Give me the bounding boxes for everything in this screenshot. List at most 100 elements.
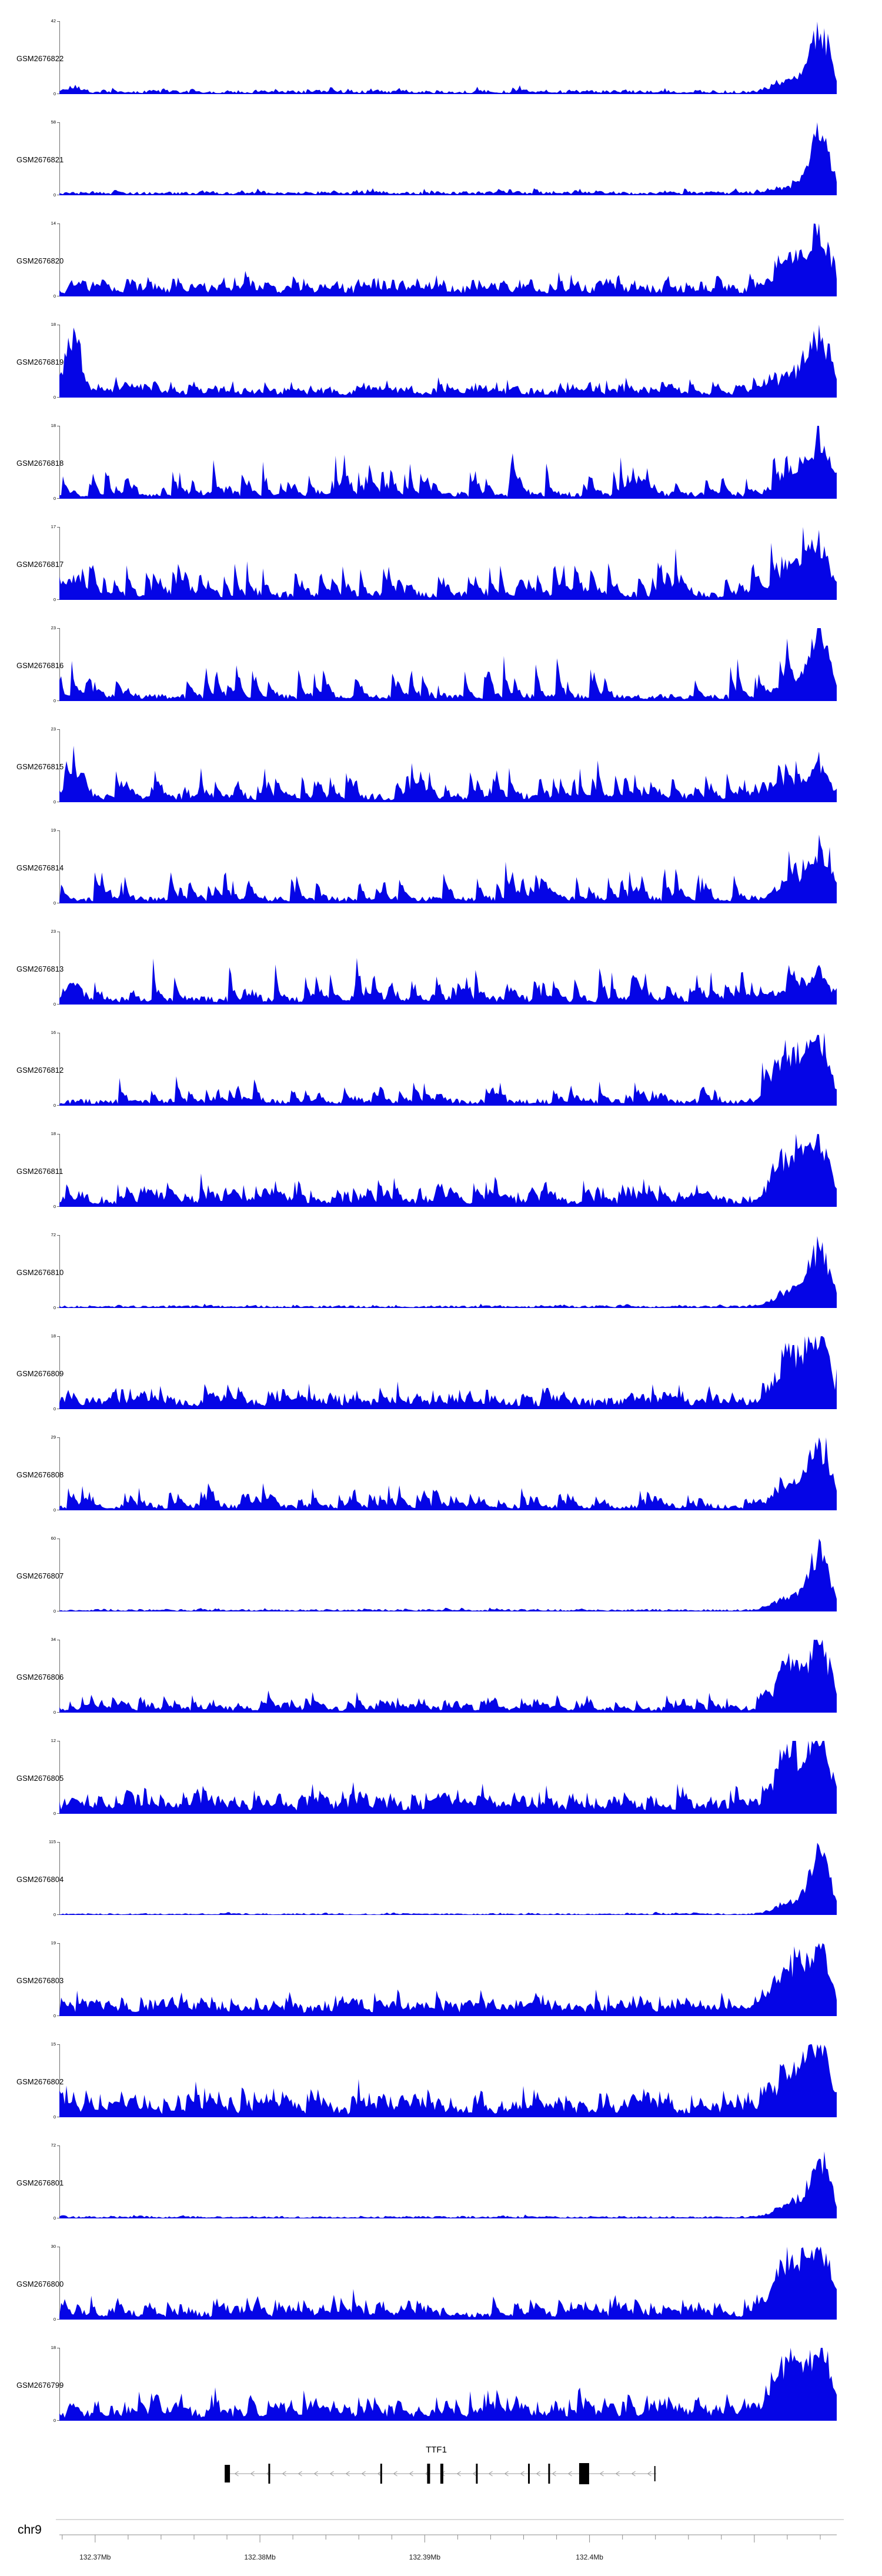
genomic-coordinate-ruler: 132.37Mb 132.38Mb 132.39Mb 132.4Mb — [56, 2519, 844, 2561]
track-zero-label: 0 — [53, 1507, 56, 1513]
track-id-label: GSM2676809 — [16, 1369, 64, 1378]
track-row: 58 0 GSM2676821 — [0, 118, 882, 219]
track-id-label: GSM2676799 — [16, 2381, 64, 2390]
track-y-axis — [57, 830, 60, 903]
track-zero-label: 0 — [53, 1002, 56, 1007]
track-row: 23 0 GSM2676815 — [0, 725, 882, 826]
track-row: 15 0 GSM2676802 — [0, 2040, 882, 2141]
coverage-signal-area — [59, 325, 837, 398]
track-ymax-label: 34 — [51, 1637, 56, 1642]
signal-plot — [57, 1033, 837, 1106]
track-zero-label: 0 — [53, 1710, 56, 1715]
track-ymax-label: 72 — [51, 1232, 56, 1237]
signal-plot — [57, 628, 837, 701]
coverage-signal-area — [59, 1336, 837, 1409]
signal-plot — [57, 1539, 837, 1611]
track-y-axis — [57, 2348, 60, 2421]
signal-plot — [57, 1336, 837, 1409]
track-id-label: GSM2676808 — [16, 1470, 64, 1479]
coverage-signal-area — [59, 1437, 837, 1510]
track-y-axis — [57, 1741, 60, 1814]
track-row: 29 0 GSM2676808 — [0, 1433, 882, 1534]
track-zero-label: 0 — [53, 698, 56, 703]
coverage-signal-area — [59, 2247, 837, 2320]
track-row: 18 0 GSM2676811 — [0, 1129, 882, 1230]
signal-plot — [57, 122, 837, 195]
track-row: 72 0 GSM2676801 — [0, 2141, 882, 2242]
exon-box — [427, 2464, 430, 2484]
ruler-tick-label: 132.37Mb — [79, 2553, 111, 2561]
track-zero-label: 0 — [53, 293, 56, 299]
track-row: 23 0 GSM2676813 — [0, 927, 882, 1028]
track-y-axis — [57, 1943, 60, 2016]
track-zero-label: 0 — [53, 395, 56, 400]
track-id-label: GSM2676812 — [16, 1066, 64, 1075]
track-zero-label: 0 — [53, 1204, 56, 1209]
track-id-label: GSM2676814 — [16, 863, 64, 872]
exon-box — [548, 2464, 550, 2484]
track-id-label: GSM2676805 — [16, 1774, 64, 1783]
track-ymax-label: 42 — [51, 18, 56, 24]
track-ymax-label: 23 — [51, 625, 56, 630]
track-zero-label: 0 — [53, 2013, 56, 2018]
exon-box — [654, 2466, 656, 2481]
track-row: 30 0 GSM2676800 — [0, 2242, 882, 2343]
exon-box — [380, 2464, 382, 2484]
track-row: 18 0 GSM2676809 — [0, 1332, 882, 1433]
coverage-signal-area — [59, 1640, 837, 1713]
track-zero-label: 0 — [53, 2114, 56, 2120]
track-ymax-label: 15 — [51, 2041, 56, 2047]
track-row: 14 0 GSM2676820 — [0, 219, 882, 320]
track-y-axis — [57, 1235, 60, 1308]
coverage-signal-area — [59, 2151, 837, 2218]
track-zero-label: 0 — [53, 496, 56, 501]
track-zero-label: 0 — [53, 1811, 56, 1816]
track-ymax-label: 12 — [51, 1738, 56, 1743]
signal-plot — [57, 1437, 837, 1510]
track-zero-label: 0 — [53, 2418, 56, 2423]
track-y-axis — [57, 426, 60, 499]
track-id-label: GSM2676810 — [16, 1268, 64, 1277]
track-row: 72 0 GSM2676810 — [0, 1230, 882, 1332]
gene-model-track: TTF1 — [225, 2445, 657, 2484]
track-id-label: GSM2676801 — [16, 2178, 64, 2187]
track-y-axis — [57, 1336, 60, 1409]
track-ymax-label: 18 — [51, 1333, 56, 1339]
track-y-axis — [57, 122, 60, 195]
coverage-signal-area — [59, 1033, 837, 1106]
track-row: 16 0 GSM2676812 — [0, 1028, 882, 1129]
exon-box — [268, 2464, 270, 2484]
track-zero-label: 0 — [53, 2215, 56, 2221]
track-y-axis — [57, 2145, 60, 2218]
track-zero-label: 0 — [53, 1103, 56, 1108]
track-ymax-label: 17 — [51, 524, 56, 529]
track-id-label: GSM2676820 — [16, 256, 64, 265]
track-row: 18 0 GSM2676818 — [0, 421, 882, 522]
strand-direction-arrows — [234, 2471, 652, 2477]
exon-box — [476, 2464, 478, 2484]
track-zero-label: 0 — [53, 91, 56, 96]
track-y-axis — [57, 223, 60, 296]
signal-plot — [57, 830, 837, 903]
track-ymax-label: 14 — [51, 221, 56, 226]
track-zero-label: 0 — [53, 192, 56, 198]
coverage-signal-area — [59, 746, 837, 802]
coverage-signal-area — [59, 122, 837, 195]
coverage-signal-area — [59, 835, 837, 903]
signal-plot — [57, 1640, 837, 1713]
track-ymax-label: 60 — [51, 1536, 56, 1541]
track-id-label: GSM2676816 — [16, 661, 64, 670]
track-id-label: GSM2676806 — [16, 1673, 64, 1681]
track-row: 23 0 GSM2676816 — [0, 623, 882, 725]
track-ymax-label: 72 — [51, 2143, 56, 2148]
track-y-axis — [57, 21, 60, 94]
gene-name-label: TTF1 — [426, 2445, 447, 2455]
coverage-signal-area — [59, 223, 837, 296]
coverage-signal-area — [59, 527, 837, 600]
track-id-label: GSM2676819 — [16, 358, 64, 366]
exon-box — [528, 2464, 530, 2484]
coverage-signal-area — [59, 2044, 837, 2117]
signal-plot — [57, 932, 837, 1005]
coverage-signal-area — [59, 21, 837, 94]
